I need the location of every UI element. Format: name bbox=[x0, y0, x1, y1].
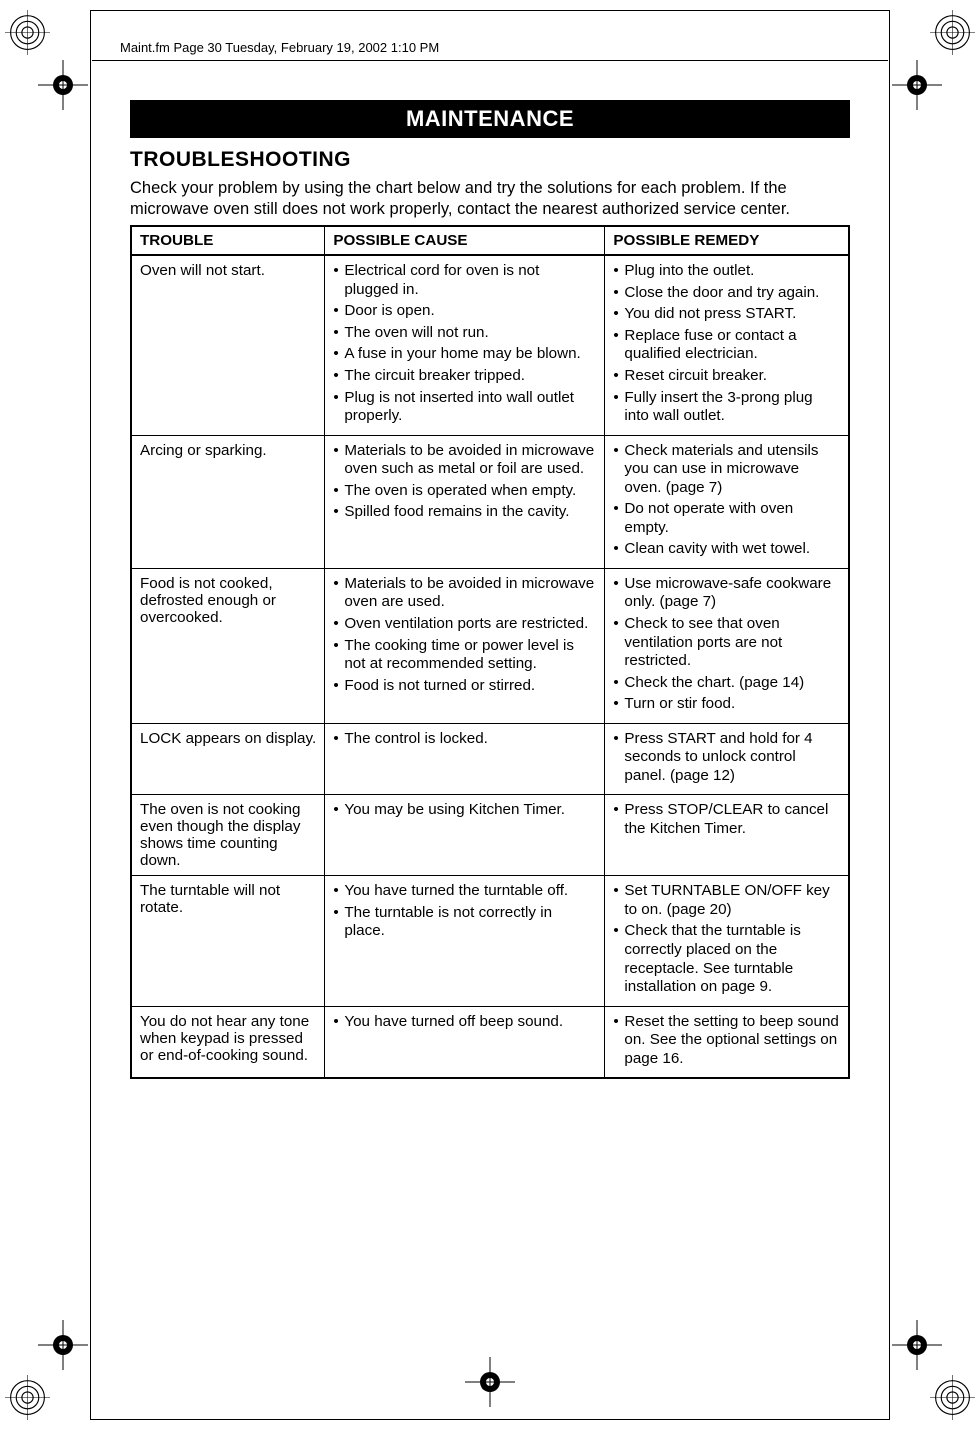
list-item: Check that the turntable is correctly pl… bbox=[613, 922, 840, 996]
cause-cell: The control is locked. bbox=[325, 723, 605, 795]
trouble-cell: LOCK appears on display. bbox=[131, 723, 325, 795]
list-item: The control is locked. bbox=[333, 730, 596, 749]
list-item: Replace fuse or contact a qualified elec… bbox=[613, 327, 840, 364]
table-row: The oven is not cooking even though the … bbox=[131, 795, 849, 876]
cause-cell: You may be using Kitchen Timer. bbox=[325, 795, 605, 876]
troubleshooting-table: TROUBLE POSSIBLE CAUSE POSSIBLE REMEDY O… bbox=[130, 225, 850, 1079]
remedy-cell: Press START and hold for 4 seconds to un… bbox=[605, 723, 849, 795]
table-row: The turntable will not rotate.You have t… bbox=[131, 876, 849, 1006]
list-item: Plug into the outlet. bbox=[613, 262, 840, 281]
list-item: Materials to be avoided in microwave ove… bbox=[333, 442, 596, 479]
list-item: Materials to be avoided in microwave ove… bbox=[333, 575, 596, 612]
table-row: Oven will not start.Electrical cord for … bbox=[131, 255, 849, 435]
registration-mark-icon bbox=[930, 10, 975, 55]
page-banner: MAINTENANCE bbox=[130, 100, 850, 138]
list-item: Turn or stir food. bbox=[613, 695, 840, 714]
list-item: Set TURNTABLE ON/OFF key to on. (page 20… bbox=[613, 882, 840, 919]
list-item: Do not operate with oven empty. bbox=[613, 500, 840, 537]
cause-cell: Materials to be avoided in microwave ove… bbox=[325, 568, 605, 723]
list-item: Reset circuit breaker. bbox=[613, 367, 840, 386]
list-item: Press STOP/CLEAR to cancel the Kitchen T… bbox=[613, 801, 840, 838]
cause-cell: You have turned the turntable off. The tu… bbox=[325, 876, 605, 1006]
list-item: Close the door and try again. bbox=[613, 284, 840, 303]
list-item: Plug is not inserted into wall outlet pr… bbox=[333, 389, 596, 426]
table-row: Arcing or sparking.Materials to be avoid… bbox=[131, 435, 849, 568]
list-item: The cooking time or power level is not a… bbox=[333, 637, 596, 674]
list-item: Check the chart. (page 14) bbox=[613, 674, 840, 693]
section-title: TROUBLESHOOTING bbox=[130, 148, 850, 172]
trouble-cell: The oven is not cooking even though the … bbox=[131, 795, 325, 876]
cause-cell: Electrical cord for oven is not plugged … bbox=[325, 255, 605, 435]
list-item: You have turned the turntable off. bbox=[333, 882, 596, 901]
remedy-cell: Check materials and utensils you can use… bbox=[605, 435, 849, 568]
list-item: Spilled food remains in the cavity. bbox=[333, 503, 596, 522]
col-header-cause: POSSIBLE CAUSE bbox=[325, 226, 605, 255]
list-item: Check to see that oven ventilation ports… bbox=[613, 615, 840, 671]
list-item: Door is open. bbox=[333, 302, 596, 321]
list-item: You did not press START. bbox=[613, 305, 840, 324]
crop-target-icon bbox=[465, 1357, 515, 1412]
crop-target-icon bbox=[892, 1320, 942, 1370]
list-item: Press START and hold for 4 seconds to un… bbox=[613, 730, 840, 786]
remedy-cell: Plug into the outlet. Close the door and … bbox=[605, 255, 849, 435]
crop-target-icon bbox=[38, 60, 88, 110]
crop-target-icon bbox=[38, 1320, 88, 1370]
table-row: LOCK appears on display. The control is l… bbox=[131, 723, 849, 795]
list-item: You have turned off beep sound. bbox=[333, 1013, 596, 1032]
trouble-cell: Oven will not start. bbox=[131, 255, 325, 435]
crop-target-icon bbox=[892, 60, 942, 110]
list-item: The oven is operated when empty. bbox=[333, 482, 596, 501]
list-item: Reset the setting to beep sound on. See … bbox=[613, 1013, 840, 1069]
cause-cell: You have turned off beep sound. bbox=[325, 1006, 605, 1078]
registration-mark-icon bbox=[5, 10, 50, 55]
list-item: Clean cavity with wet towel. bbox=[613, 540, 840, 559]
list-item: The turntable is not correctly in place. bbox=[333, 904, 596, 941]
remedy-cell: Set TURNTABLE ON/OFF key to on. (page 20… bbox=[605, 876, 849, 1006]
col-header-trouble: TROUBLE bbox=[131, 226, 325, 255]
table-row: Food is not cooked, defrosted enough or … bbox=[131, 568, 849, 723]
list-item: Food is not turned or stirred. bbox=[333, 677, 596, 696]
trouble-cell: Arcing or sparking. bbox=[131, 435, 325, 568]
remedy-cell: Use microwave-safe cookware only. (page … bbox=[605, 568, 849, 723]
list-item: A fuse in your home may be blown. bbox=[333, 345, 596, 364]
list-item: The circuit breaker tripped. bbox=[333, 367, 596, 386]
list-item: Fully insert the 3-prong plug into wall … bbox=[613, 389, 840, 426]
list-item: You may be using Kitchen Timer. bbox=[333, 801, 596, 820]
col-header-remedy: POSSIBLE REMEDY bbox=[605, 226, 849, 255]
cause-cell: Materials to be avoided in microwave ove… bbox=[325, 435, 605, 568]
trouble-cell: Food is not cooked, defrosted enough or … bbox=[131, 568, 325, 723]
list-item: The oven will not run. bbox=[333, 324, 596, 343]
remedy-cell: Press STOP/CLEAR to cancel the Kitchen T… bbox=[605, 795, 849, 876]
header-rule bbox=[92, 60, 888, 61]
header-file-path: Maint.fm Page 30 Tuesday, February 19, 2… bbox=[120, 40, 439, 55]
list-item: Electrical cord for oven is not plugged … bbox=[333, 262, 596, 299]
trouble-cell: The turntable will not rotate. bbox=[131, 876, 325, 1006]
list-item: Check materials and utensils you can use… bbox=[613, 442, 840, 498]
trouble-cell: You do not hear any tone when keypad is … bbox=[131, 1006, 325, 1078]
table-row: You do not hear any tone when keypad is … bbox=[131, 1006, 849, 1078]
intro-text: Check your problem by using the chart be… bbox=[130, 178, 850, 219]
list-item: Oven ventilation ports are restricted. bbox=[333, 615, 596, 634]
list-item: Use microwave-safe cookware only. (page … bbox=[613, 575, 840, 612]
remedy-cell: Reset the setting to beep sound on. See … bbox=[605, 1006, 849, 1078]
